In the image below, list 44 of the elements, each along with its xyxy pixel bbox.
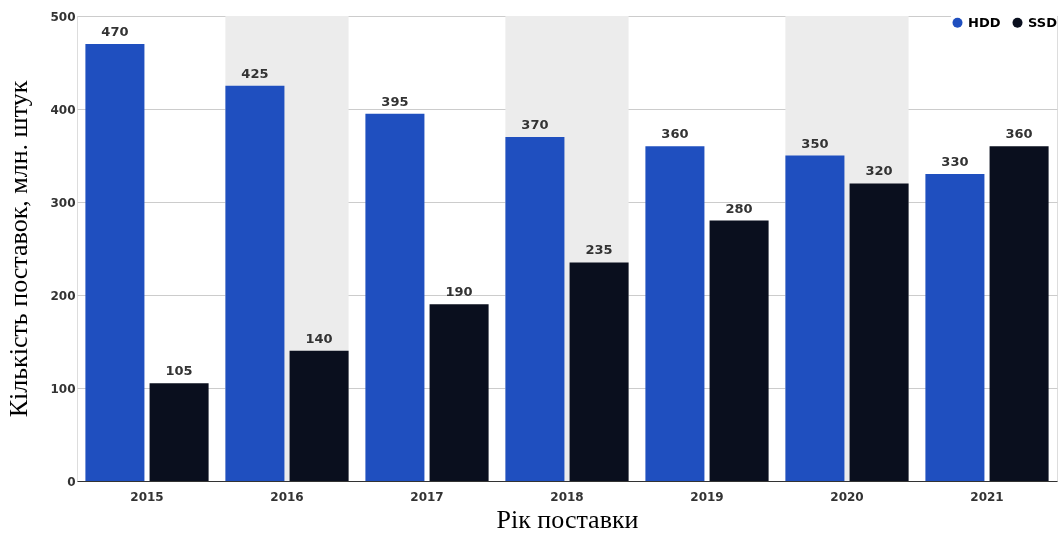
data-label: 350: [801, 135, 829, 151]
data-label: 360: [661, 126, 689, 142]
y-tick-label: 100: [50, 381, 76, 396]
bar: [785, 155, 845, 481]
data-label: 320: [865, 163, 893, 179]
legend-label: HDD: [968, 14, 1001, 30]
data-label: 370: [521, 116, 549, 132]
data-label: 140: [305, 330, 333, 346]
data-label: 360: [1005, 126, 1033, 142]
data-label: 395: [381, 93, 409, 109]
x-tick-label: 2016: [270, 489, 304, 504]
bar: [149, 383, 209, 481]
data-label: 330: [941, 154, 969, 170]
bar: [925, 174, 985, 481]
x-axis-title: Рік поставки: [496, 504, 639, 534]
data-label: 105: [165, 363, 193, 379]
x-tick-label: 2018: [550, 489, 584, 504]
bar: [429, 304, 489, 481]
bar: [365, 113, 425, 481]
x-tick-label: 2015: [130, 489, 164, 504]
legend-label: SSD: [1028, 14, 1058, 30]
data-label: 425: [241, 65, 269, 81]
y-tick-label: 500: [50, 9, 76, 24]
y-axis-title: Кількість поставок, млн. штук: [4, 80, 34, 418]
y-tick-label: 200: [50, 288, 76, 303]
data-label: 190: [445, 284, 473, 300]
x-tick-label: 2020: [830, 489, 864, 504]
data-label: 235: [585, 242, 613, 258]
x-tick-label: 2019: [690, 489, 724, 504]
y-tick-label: 300: [50, 195, 76, 210]
bar: [85, 43, 145, 481]
x-tick-label: 2021: [970, 489, 1004, 504]
x-tick-label: 2017: [410, 489, 444, 504]
y-tick-label: 400: [50, 102, 76, 117]
data-label: 280: [725, 200, 753, 216]
bar: [289, 350, 349, 481]
bar: [849, 183, 909, 481]
bar: [989, 146, 1049, 481]
bar: [569, 262, 629, 481]
bar: [645, 146, 705, 481]
data-label: 470: [101, 23, 129, 39]
bar: [709, 220, 769, 481]
bar: [505, 136, 565, 481]
y-tick-label: 0: [67, 474, 76, 489]
